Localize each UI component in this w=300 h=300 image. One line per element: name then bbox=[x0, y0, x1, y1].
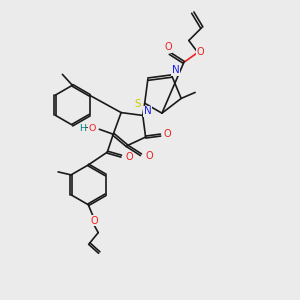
Text: O: O bbox=[125, 152, 133, 162]
Text: H: H bbox=[79, 124, 86, 133]
Text: O: O bbox=[89, 124, 96, 133]
Text: O: O bbox=[197, 47, 205, 58]
Text: S: S bbox=[134, 99, 141, 109]
Text: O: O bbox=[145, 151, 153, 161]
Text: HO: HO bbox=[82, 124, 97, 133]
Text: O: O bbox=[164, 129, 171, 139]
Text: N: N bbox=[144, 106, 152, 116]
Text: O: O bbox=[90, 216, 98, 226]
Text: N: N bbox=[172, 65, 180, 75]
Text: O: O bbox=[164, 43, 172, 52]
